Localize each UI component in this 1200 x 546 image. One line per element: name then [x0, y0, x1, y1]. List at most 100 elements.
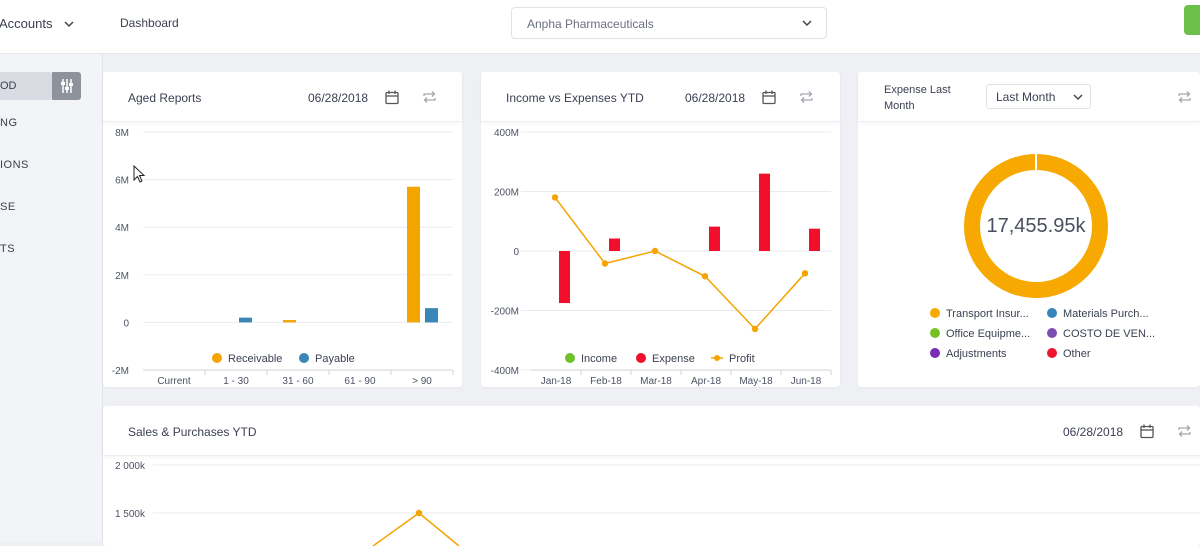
- company-selector[interactable]: Anpha Pharmaceuticals: [511, 7, 827, 39]
- chevron-down-icon: [64, 21, 74, 28]
- card-title-line-2: Month: [884, 100, 915, 112]
- y-tick-label: 0: [123, 318, 129, 329]
- card-header: Expense Last Month Last Month: [858, 72, 1200, 122]
- profit-point: [751, 325, 759, 333]
- add-button[interactable]: [1184, 5, 1200, 35]
- card-title: Expense Last Month: [884, 82, 951, 114]
- date-label: 06/28/2018: [308, 91, 369, 105]
- sliders-icon: [60, 79, 73, 93]
- donut-center-value: 17,455.95k: [987, 215, 1087, 237]
- sidebar-item-1[interactable]: NG: [0, 117, 18, 129]
- legend-marker: [930, 328, 940, 338]
- legend-label: Expense: [652, 353, 695, 365]
- x-tick-label: Mar-18: [640, 376, 672, 387]
- bar-receivable: [283, 320, 296, 323]
- y-tick-label: -400M: [491, 366, 519, 377]
- period-dropdown[interactable]: Last Month: [986, 84, 1091, 109]
- x-tick-label: Current: [157, 376, 191, 387]
- sales-point: [415, 509, 423, 517]
- bar-expense: [759, 173, 770, 251]
- legend-marker: [930, 308, 940, 318]
- expense-last-month-card: Expense Last Month Last Month 17,455.95k…: [858, 72, 1200, 387]
- legend-marker: [636, 353, 646, 363]
- legend-label: Payable: [315, 353, 355, 365]
- bar-expense: [609, 238, 620, 251]
- card-header: Sales & Purchases YTD 06/28/2018: [103, 406, 1200, 456]
- card-header: Income vs Expenses YTD 06/28/2018: [481, 72, 840, 122]
- legend-item: Office Equipme...: [930, 328, 1030, 340]
- legend-label: Adjustments: [946, 348, 1007, 360]
- y-tick-label: -2M: [112, 366, 129, 377]
- aged-reports-chart: 8M 6M 4M 2M 0 -2M Current 1 - 30 31 - 60 61 - 90 >…: [112, 128, 454, 387]
- legend-label: Receivable: [228, 353, 282, 365]
- calendar-icon[interactable]: [385, 90, 399, 105]
- legend-marker: [1047, 308, 1057, 318]
- legend-marker: [212, 353, 222, 363]
- legend-label: Office Equipme...: [946, 328, 1031, 340]
- bar-payable: [425, 308, 438, 323]
- mouse-cursor-icon: [133, 165, 146, 183]
- sidebar-item-3[interactable]: SE: [0, 201, 16, 213]
- legend-label: Income: [581, 353, 617, 365]
- date-label: 06/28/2018: [1063, 425, 1124, 439]
- y-tick-label: 400M: [494, 128, 519, 139]
- legend-item: Adjustments: [930, 348, 1007, 360]
- sidebar-item-4[interactable]: TS: [0, 243, 16, 255]
- calendar-icon[interactable]: [762, 90, 776, 105]
- card-title: Income vs Expenses YTD: [506, 91, 644, 105]
- legend-item: Other: [1047, 348, 1091, 360]
- legend-marker: [1047, 328, 1057, 338]
- profit-line: [554, 196, 806, 331]
- bar-expense: [809, 228, 820, 251]
- sidebar-item-2[interactable]: IONS: [0, 159, 29, 171]
- y-tick-label: 1 500k: [115, 509, 146, 520]
- accounts-selector[interactable]: Accounts: [0, 0, 103, 54]
- bar-expense: [709, 226, 720, 251]
- legend-label: COSTO DE VEN...: [1063, 328, 1156, 340]
- x-tick-label: > 90: [412, 376, 432, 387]
- sidebar: Accounts OD NG IONS SE TS: [0, 0, 103, 541]
- profit-point: [651, 247, 659, 255]
- bar-expense: [559, 251, 570, 304]
- sidebar-item-label: OD: [0, 80, 17, 92]
- chevron-down-icon: [802, 20, 812, 27]
- legend-marker: [299, 353, 309, 363]
- legend-item: Transport Insur...: [930, 308, 1029, 320]
- y-tick-label: 200M: [494, 188, 519, 199]
- card-header: Aged Reports 06/28/2018: [103, 72, 462, 122]
- sales-line: [372, 512, 460, 546]
- y-tick-label: 4M: [115, 223, 129, 234]
- refresh-icon[interactable]: [1177, 90, 1192, 104]
- x-tick-label: 61 - 90: [344, 376, 376, 387]
- y-tick-label: 8M: [115, 128, 129, 139]
- calendar-icon[interactable]: [1140, 424, 1154, 439]
- x-tick-label: Jan-18: [541, 376, 572, 387]
- income-expenses-chart: 400M 200M 0 -200M -400M Jan-18 Feb-18 Mar-18 Apr…: [491, 128, 832, 387]
- card-title-line-1: Expense Last: [884, 84, 951, 96]
- x-tick-label: 1 - 30: [223, 376, 249, 387]
- income-expenses-card: Income vs Expenses YTD 06/28/2018 400M 20…: [481, 72, 840, 387]
- company-name: Anpha Pharmaceuticals: [527, 17, 654, 31]
- y-tick-label: 2 000k: [115, 461, 146, 472]
- profit-point: [801, 270, 809, 277]
- refresh-icon[interactable]: [422, 90, 437, 104]
- legend-marker: [930, 348, 940, 358]
- refresh-icon[interactable]: [799, 90, 814, 104]
- y-tick-label: 2M: [115, 271, 129, 282]
- x-tick-label: May-18: [739, 376, 773, 387]
- sidebar-item-dashboard[interactable]: OD: [0, 72, 52, 100]
- card-title: Sales & Purchases YTD: [128, 425, 257, 439]
- period-value: Last Month: [996, 90, 1056, 104]
- profit-point: [701, 273, 709, 280]
- y-tick-label: 6M: [115, 176, 129, 187]
- breadcrumb[interactable]: Dashboard: [120, 16, 179, 30]
- refresh-icon[interactable]: [1177, 424, 1192, 438]
- expense-donut-chart: 17,455.95k: [964, 153, 1108, 298]
- bar-receivable: [407, 186, 420, 323]
- legend-marker: [565, 353, 575, 363]
- sidebar-settings-button[interactable]: [52, 72, 81, 100]
- legend-item: COSTO DE VEN...: [1047, 328, 1155, 340]
- x-tick-label: Feb-18: [590, 376, 622, 387]
- legend-label: Profit: [729, 353, 755, 365]
- top-bar: Dashboard Anpha Pharmaceuticals: [103, 0, 1200, 54]
